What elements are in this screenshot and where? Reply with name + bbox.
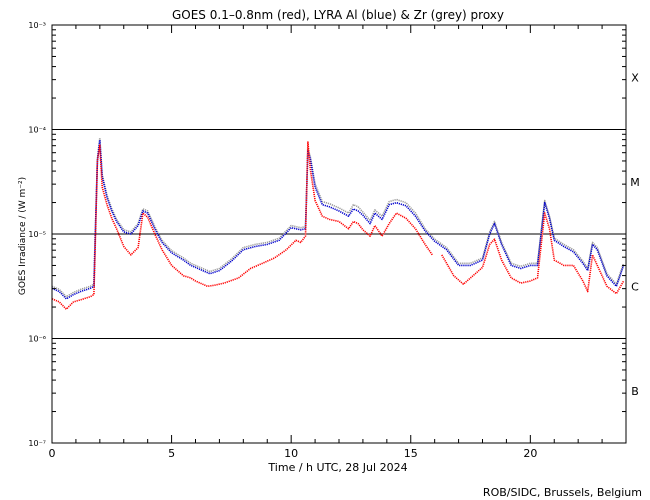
flare-class-lines bbox=[52, 129, 626, 339]
y-axis-ticks: 10⁻⁷ 10⁻⁶ 10⁻⁵ 10⁻⁴ 10⁻³ bbox=[28, 21, 626, 448]
x-tick-label-0: 0 bbox=[49, 447, 56, 460]
series-2-segment-0 bbox=[51, 137, 625, 298]
y-tick-label-4: 10⁻³ bbox=[28, 21, 46, 30]
flare-class-label-b: B bbox=[631, 385, 639, 398]
flare-class-label-x: X bbox=[631, 71, 639, 84]
series-1-segment-0 bbox=[51, 139, 625, 300]
y-tick-label-1: 10⁻⁶ bbox=[28, 335, 46, 344]
y-tick-label-2: 10⁻⁵ bbox=[28, 230, 46, 239]
y-tick-label-0: 10⁻⁷ bbox=[28, 439, 46, 448]
series-0-segment-0 bbox=[51, 141, 433, 311]
flare-class-labels: B C M X bbox=[630, 71, 640, 398]
x-tick-label-2: 10 bbox=[284, 447, 298, 460]
credit-label: ROB/SIDC, Brussels, Belgium bbox=[483, 486, 642, 499]
flare-class-label-m: M bbox=[630, 176, 640, 189]
x-axis-label: Time / h UTC, 28 Jul 2024 bbox=[267, 461, 407, 474]
series-0-segment-1 bbox=[441, 212, 625, 295]
x-tick-label-4: 20 bbox=[523, 447, 537, 460]
y-tick-label-3: 10⁻⁴ bbox=[28, 126, 46, 135]
flare-class-label-c: C bbox=[631, 280, 639, 293]
data-series bbox=[51, 137, 625, 311]
chart-title: GOES 0.1–0.8nm (red), LYRA Al (blue) & Z… bbox=[172, 8, 504, 22]
y-axis-label: GOES Irradiance / (W m⁻²) bbox=[18, 177, 28, 295]
x-tick-label-1: 5 bbox=[168, 447, 175, 460]
x-axis-ticks: 0 5 10 15 20 bbox=[49, 25, 627, 460]
x-tick-label-3: 15 bbox=[404, 447, 418, 460]
